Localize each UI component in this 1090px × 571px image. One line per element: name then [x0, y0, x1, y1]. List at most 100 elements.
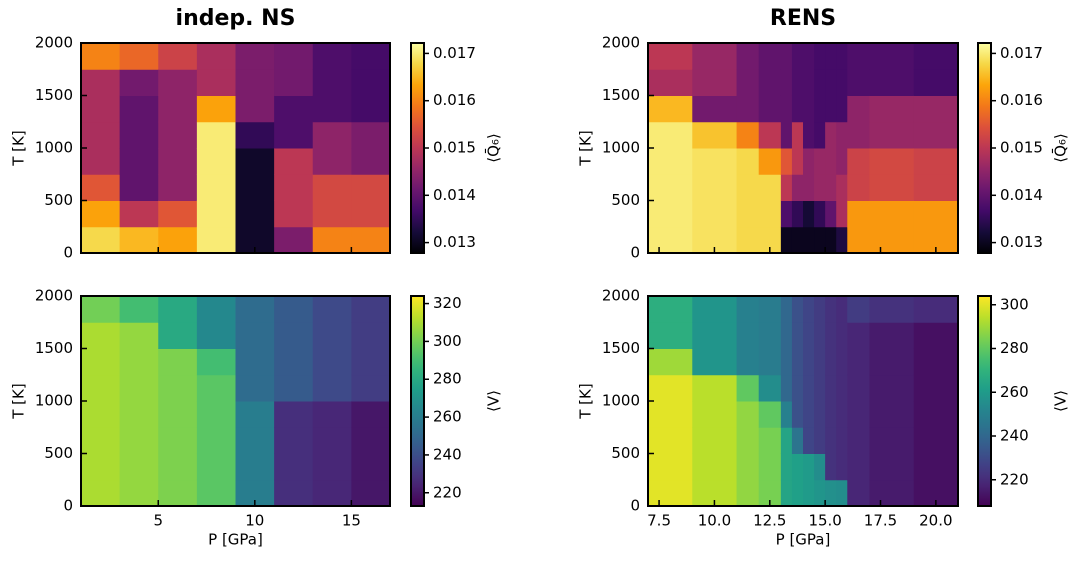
- heatmap-cell: [836, 121, 848, 149]
- heatmap-cell: [312, 348, 352, 376]
- heatmap-cell: [758, 453, 782, 481]
- heatmap-cell: [780, 453, 793, 481]
- heatmap-cell: [847, 174, 870, 201]
- heatmap-cell: [81, 453, 121, 481]
- heatmap-cell: [351, 322, 391, 349]
- heatmap-cell: [736, 348, 760, 376]
- heatmap-cell: [814, 200, 826, 228]
- heatmap-cell: [274, 374, 314, 402]
- heatmap-cell: [648, 401, 693, 428]
- heatmap-cell: [351, 43, 391, 70]
- heatmap-cell: [312, 374, 352, 402]
- x-tick-label: 10.0: [698, 512, 731, 530]
- heatmap-cell: [780, 322, 793, 349]
- colorbar-tick-label: 0.013: [1000, 233, 1043, 251]
- heatmap-cell: [780, 374, 793, 402]
- heatmap-cell: [274, 174, 314, 201]
- heatmap-cell: [780, 226, 793, 254]
- heatmap-cell: [825, 427, 837, 454]
- heatmap-cell: [791, 401, 804, 428]
- y-tick-label: 2000: [602, 287, 640, 305]
- heatmap-cell: [836, 401, 848, 428]
- heatmap-cell: [758, 374, 782, 402]
- colorbar-label: ⟨Q̄₆⟩: [1051, 133, 1070, 163]
- x-tick-label: 7.5: [647, 512, 671, 530]
- heatmap-cell: [847, 95, 870, 123]
- heatmap-cell: [736, 121, 760, 149]
- colorbar-tick-label: 220: [1000, 470, 1029, 488]
- heatmap-cell: [312, 69, 352, 96]
- heatmap-cell: [196, 95, 236, 123]
- heatmap-cell: [847, 401, 870, 428]
- heatmap-cell: [119, 226, 159, 254]
- heatmap-cell: [836, 148, 848, 175]
- heatmap-cell: [825, 200, 837, 228]
- heatmap-cell: [196, 148, 236, 175]
- heatmap-cell: [758, 427, 782, 454]
- heatmap-cell: [81, 479, 121, 507]
- heatmap-cell: [803, 200, 815, 228]
- colorbar: [410, 295, 425, 507]
- heatmap-cell: [648, 479, 693, 507]
- heatmap-cell: [803, 322, 815, 349]
- heatmap-cell: [803, 427, 815, 454]
- colorbar-label: ⟨V⟩: [485, 390, 503, 412]
- heatmap-cell: [803, 479, 815, 507]
- heatmap-cell: [274, 296, 314, 323]
- heatmap-cell: [274, 148, 314, 175]
- heatmap-cell: [913, 401, 959, 428]
- heatmap-cell: [81, 69, 121, 96]
- heatmap-cell: [158, 200, 198, 228]
- colorbar-tick-label: 0.013: [433, 233, 476, 251]
- heatmap-cell: [825, 401, 837, 428]
- heatmap-cell: [119, 401, 159, 428]
- heatmap-cell: [803, 296, 815, 323]
- heatmap-cell: [736, 322, 760, 349]
- heatmap-cell: [814, 427, 826, 454]
- heatmap-cell: [791, 374, 804, 402]
- heatmap-cell: [836, 453, 848, 481]
- heatmap-cell: [736, 479, 760, 507]
- y-axis-label: T [K]: [577, 383, 595, 419]
- y-tick-label: 1500: [35, 339, 73, 357]
- heatmap-cell: [692, 69, 738, 96]
- heatmap-cell: [158, 296, 198, 323]
- heatmap-cell: [825, 348, 837, 376]
- heatmap-cell: [913, 322, 959, 349]
- heatmap-cell: [758, 296, 782, 323]
- heatmap-cell: [758, 200, 782, 228]
- heatmap-cell: [758, 226, 782, 254]
- heatmap-cell: [274, 322, 314, 349]
- heatmap-cell: [235, 148, 275, 175]
- colorbar-tick-label: 0.015: [1000, 139, 1043, 157]
- x-tick-label: 17.5: [864, 512, 897, 530]
- heatmap-cell: [869, 69, 915, 96]
- heatmap-cell: [312, 148, 352, 175]
- heatmap-cell: [235, 322, 275, 349]
- heatmap-cell: [869, 296, 915, 323]
- heatmap-cell: [913, 121, 959, 149]
- heatmap-cell: [803, 348, 815, 376]
- heatmap-cell: [825, 226, 837, 254]
- heatmap-cell: [196, 121, 236, 149]
- heatmap-cell: [312, 296, 352, 323]
- x-tick-label: 12.5: [753, 512, 786, 530]
- heatmap-cell: [869, 174, 915, 201]
- heatmap-cell: [274, 427, 314, 454]
- heatmap-cell: [81, 148, 121, 175]
- heatmap-cell: [81, 296, 121, 323]
- heatmap-cell: [836, 174, 848, 201]
- heatmap-cell: [847, 296, 870, 323]
- heatmap-cell: [81, 43, 121, 70]
- heatmap-cell: [780, 174, 793, 201]
- heatmap-cell: [913, 43, 959, 70]
- heatmap-cell: [758, 43, 782, 70]
- colorbar-tick-label: 220: [433, 483, 462, 501]
- heatmap-cell: [692, 95, 738, 123]
- heatmap-cell: [119, 174, 159, 201]
- heatmap-cell: [791, 348, 804, 376]
- heatmap-cell: [692, 43, 738, 70]
- heatmap-cell: [312, 322, 352, 349]
- colorbar-tick-label: 240: [1000, 427, 1029, 445]
- heatmap-cell: [913, 427, 959, 454]
